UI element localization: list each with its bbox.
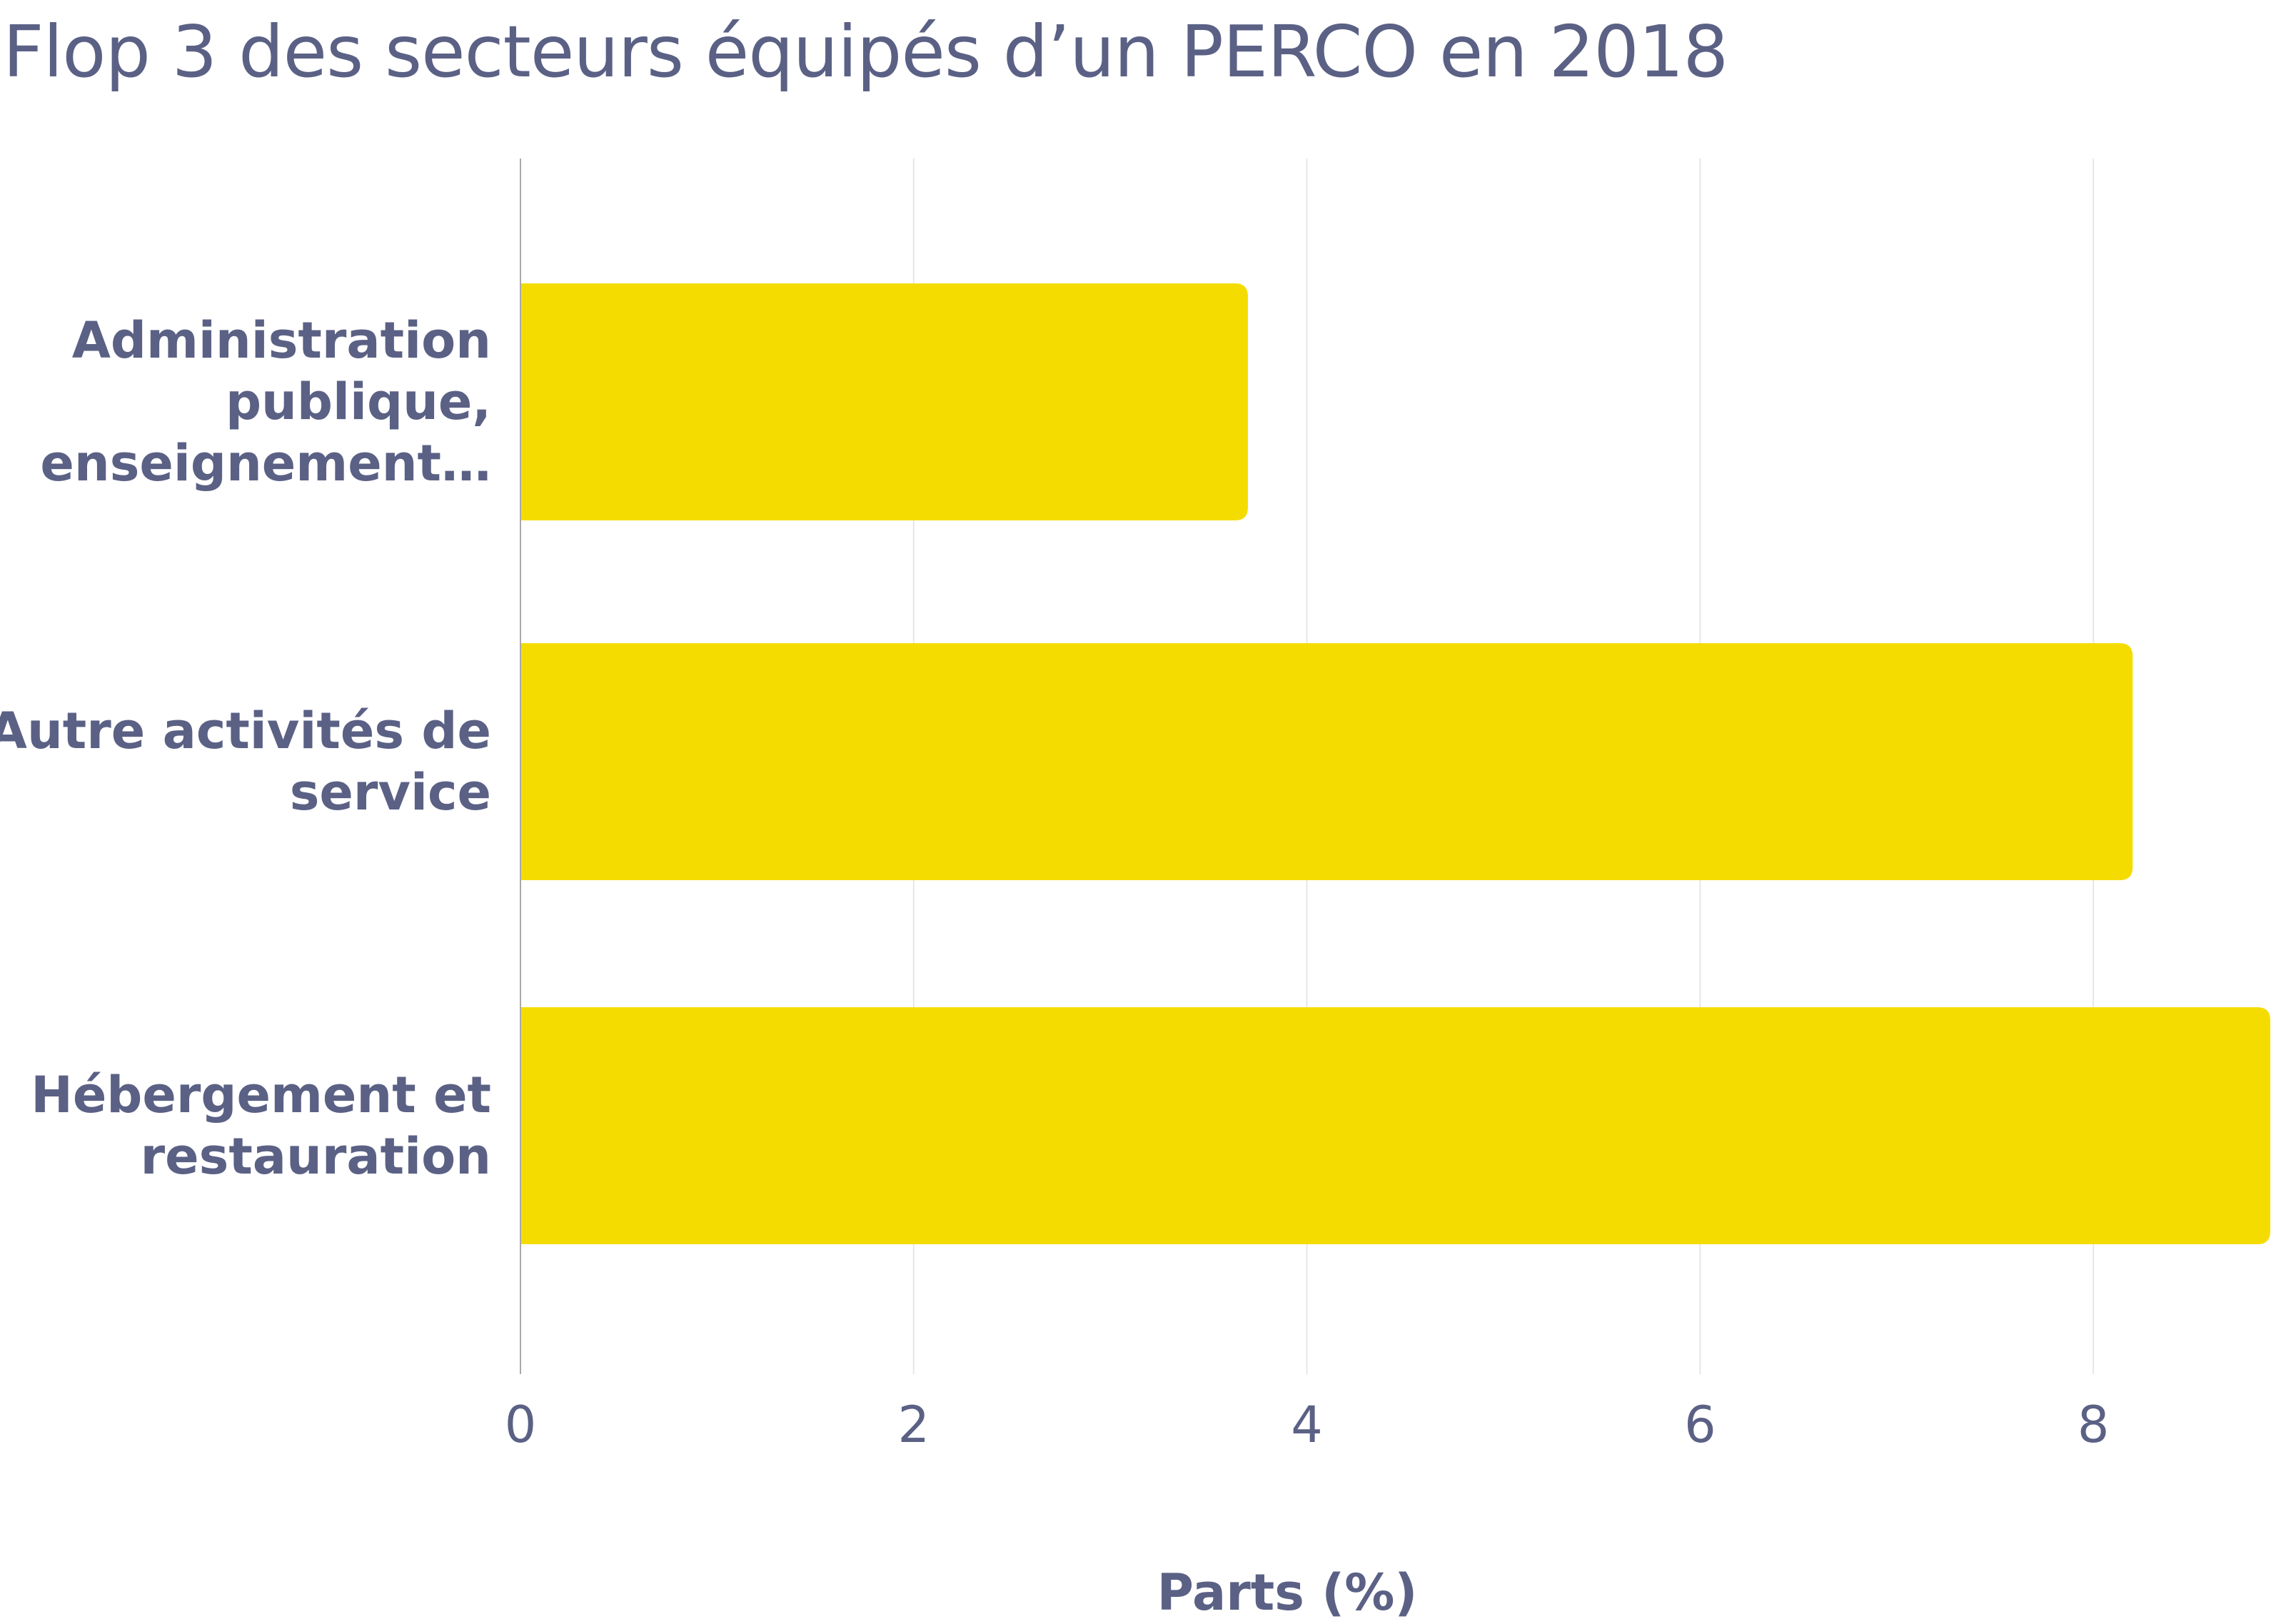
x-tick-label-6: 6 xyxy=(1684,1396,1716,1454)
x-tick-labels: 0 2 4 6 8 xyxy=(505,1396,2110,1454)
bar-2 xyxy=(520,643,2133,880)
x-tick-label-0: 0 xyxy=(505,1396,537,1454)
x-tick-label-8: 8 xyxy=(2078,1396,2110,1454)
x-axis-title: Parts (%) xyxy=(1157,1563,1418,1622)
category-labels: Administration publique, enseignement… Autr… xyxy=(0,311,491,1186)
category-label-line: service xyxy=(290,763,491,822)
category-label-line: restauration xyxy=(141,1127,491,1186)
category-label-line: enseignement… xyxy=(40,434,491,493)
bars xyxy=(520,283,2270,1244)
category-label-3: Hébergement et restauration xyxy=(31,1066,491,1186)
bar-1 xyxy=(520,283,1248,520)
category-label-1: Administration publique, enseignement… xyxy=(40,311,491,493)
category-label-line: Autre activités de xyxy=(0,702,491,760)
x-tick-label-2: 2 xyxy=(898,1396,930,1454)
category-label-line: Hébergement et xyxy=(31,1066,491,1124)
x-tick-label-4: 4 xyxy=(1291,1396,1323,1454)
category-label-2: Autre activités de service xyxy=(0,702,491,822)
bar-3 xyxy=(520,1007,2270,1244)
category-label-line: publique, xyxy=(226,373,491,431)
chart-title: Flop 3 des secteurs équipés d’un PERCO e… xyxy=(3,10,1728,94)
category-label-line: Administration xyxy=(72,311,491,370)
